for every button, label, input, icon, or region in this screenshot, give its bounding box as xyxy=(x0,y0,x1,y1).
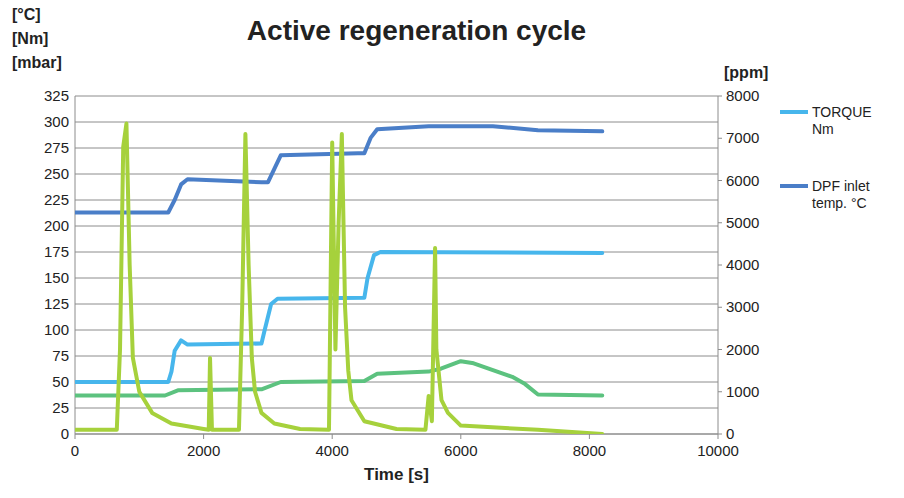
grid-line xyxy=(75,304,718,305)
y2-tick xyxy=(718,222,722,223)
y2-tick xyxy=(718,180,722,181)
y-tick-label: 200 xyxy=(44,217,69,234)
grid-line xyxy=(75,96,718,97)
grid-line xyxy=(75,200,718,201)
y-tick-label: 100 xyxy=(44,321,69,338)
y2-tick-label: 5000 xyxy=(726,214,759,231)
y2-tick-label: 6000 xyxy=(726,172,759,189)
y2-tick-label: 4000 xyxy=(726,256,759,273)
y2-axis-label: [ppm] xyxy=(724,64,768,81)
y-axis-label: [mbar] xyxy=(12,54,62,71)
legend-swatch xyxy=(780,110,808,114)
y2-tick xyxy=(718,96,722,97)
plot-area xyxy=(75,123,602,434)
y2-tick xyxy=(718,307,722,308)
legend-line: Nm xyxy=(812,121,834,137)
y2-tick-label: 8000 xyxy=(726,87,759,104)
x-tick xyxy=(718,434,719,439)
y-tick-label: 50 xyxy=(52,373,69,390)
y2-tick xyxy=(718,349,722,350)
y-tick-label: 225 xyxy=(44,191,69,208)
grid-line xyxy=(75,122,718,123)
x-tick-label: 0 xyxy=(71,442,79,459)
y-tick-label: 275 xyxy=(44,139,69,156)
y2-tick-label: 3000 xyxy=(726,298,759,315)
y2-tick-label: 2000 xyxy=(726,341,759,358)
grid-line xyxy=(75,174,718,175)
y2-tick xyxy=(718,434,722,435)
x-axis-line xyxy=(75,434,718,435)
y-axis-label: [°C] xyxy=(12,6,41,23)
legend-label: DPF inlettemp. °C xyxy=(812,178,870,211)
grid-line xyxy=(75,278,718,279)
grid-line xyxy=(75,434,718,435)
y2-tick-label: 7000 xyxy=(726,129,759,146)
y2-axis-line xyxy=(718,96,719,434)
grid-line xyxy=(75,356,718,357)
series-line xyxy=(75,361,602,395)
x-tick xyxy=(460,434,461,439)
x-tick xyxy=(75,434,76,439)
y-tick-label: 325 xyxy=(44,87,69,104)
y-tick-label: 250 xyxy=(44,165,69,182)
y2-tick xyxy=(718,265,722,266)
chart: Active regeneration cycle [°C] [Nm] [mbar] [… xyxy=(0,0,904,498)
legend-swatch xyxy=(780,184,808,188)
legend-line: TORQUE xyxy=(812,104,872,120)
y-tick-label: 125 xyxy=(44,295,69,312)
x-tick-label: 4000 xyxy=(316,442,349,459)
y2-tick xyxy=(718,391,722,392)
y-axis-label: [Nm] xyxy=(12,30,48,47)
grid-line xyxy=(75,408,718,409)
legend-line: temp. °C xyxy=(812,195,867,211)
legend-item: DPF inlettemp. °C xyxy=(780,178,870,211)
y-tick-label: 300 xyxy=(44,113,69,130)
y-tick-label: 25 xyxy=(52,399,69,416)
x-tick xyxy=(332,434,333,439)
grid-line xyxy=(75,226,718,227)
y2-tick-label: 1000 xyxy=(726,383,759,400)
legend-line: DPF inlet xyxy=(812,178,870,194)
grid-line xyxy=(75,382,718,383)
x-tick-label: 2000 xyxy=(187,442,220,459)
y-tick-label: 75 xyxy=(52,347,69,364)
title: Active regeneration cycle xyxy=(247,15,586,46)
x-tick-label: 6000 xyxy=(444,442,477,459)
x-tick xyxy=(589,434,590,439)
y2-tick xyxy=(718,138,722,139)
legend-label: TORQUENm xyxy=(812,104,872,137)
x-tick-label: 10000 xyxy=(697,442,739,459)
grid-line xyxy=(75,148,718,149)
y-tick-label: 175 xyxy=(44,243,69,260)
x-axis-title: Time [s] xyxy=(364,465,429,484)
y2-tick-label: 0 xyxy=(726,425,734,442)
grid-line xyxy=(75,330,718,331)
x-tick-label: 8000 xyxy=(573,442,606,459)
x-tick xyxy=(203,434,204,439)
y-tick-label: 0 xyxy=(61,425,69,442)
y-tick-label: 150 xyxy=(44,269,69,286)
series-line xyxy=(75,123,602,434)
legend-item: TORQUENm xyxy=(780,104,872,137)
